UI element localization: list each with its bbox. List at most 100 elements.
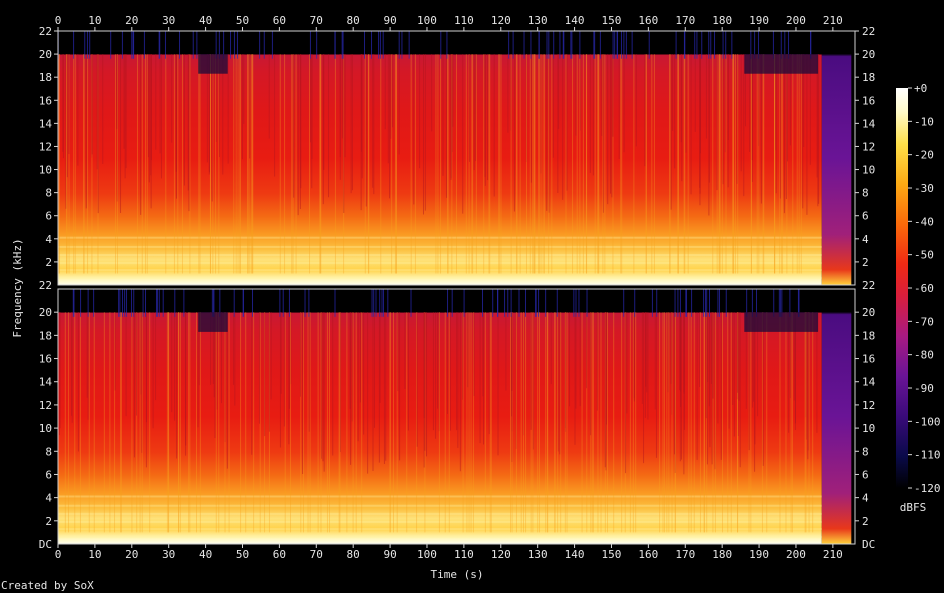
y-tick-label-left: 4 [45,492,52,505]
x-tick-label-bottom: 80 [347,548,360,561]
x-tick-label-top: 0 [55,14,62,27]
x-tick-label-top: 90 [383,14,396,27]
x-tick-label-top: 100 [417,14,437,27]
y-tick-label-left: 12 [39,140,52,153]
y-tick-label-right: 4 [862,492,869,505]
x-tick-label-bottom: 100 [417,548,437,561]
fadeout-region [821,289,852,544]
x-tick-label-top: 160 [638,14,658,27]
y-tick-label-right: 6 [862,468,869,481]
y-tick-label-right: 2 [862,515,869,528]
colorbar-tick-label: -90 [914,382,934,395]
x-tick-label-top: 140 [565,14,585,27]
x-tick-label-top: 200 [786,14,806,27]
harmonic-stripe [58,268,822,271]
x-tick-label-bottom: 60 [273,548,286,561]
colorbar-tick-label: +0 [914,82,927,95]
y-tick-label-left: 8 [45,445,52,458]
y-bottom-label-left: DC [39,538,52,551]
dark-notch [744,54,819,74]
x-tick-label-bottom: 200 [786,548,806,561]
y-tick-label-right: 8 [862,445,869,458]
colorbar: +0 -10 -20 -30 -40 -50 -60 -70 -80 -90 -100 -110 -12… [896,82,941,514]
y-tick-label-left: 6 [45,468,52,481]
y-tick-label-left: 2 [45,515,52,528]
x-tick-label-bottom: 170 [675,548,695,561]
x-tick-label-top: 120 [491,14,511,27]
colorbar-unit-label: dBFS [900,501,927,514]
x-tick-label-bottom: 50 [236,548,249,561]
y-tick-label-right: 12 [862,399,875,412]
y-tick-label-right: 18 [862,71,875,84]
x-axis-top: 0 10 20 30 40 50 60 70 80 90 100 110 120 130 140 150 160… [55,14,843,31]
x-tick-label-top: 20 [125,14,138,27]
harmonic-stripe [58,253,822,256]
y-tick-label-left: 18 [39,329,52,342]
x-tick-label-bottom: 150 [602,548,622,561]
spectrum-body [58,31,822,285]
y-tick-label-left: 10 [39,164,52,177]
x-axis-bottom: 0 10 20 30 40 50 60 70 80 90 100 110 120 130 140 150 160… [55,544,843,561]
harmonic-stripe [58,504,822,507]
harmonic-stripe [58,536,822,539]
y-tick-label-right: 14 [862,117,876,130]
y-tick-label-right: 20 [862,48,875,61]
colorbar-tick-label: -10 [914,115,934,128]
x-tick-label-bottom: 90 [383,548,396,561]
y-axis-label: Frequency (kHz) [11,238,24,337]
dark-notch [198,312,228,332]
x-tick-label-bottom: 110 [454,548,474,561]
footer-credit: Created by SoX [1,579,94,592]
harmonic-stripe [58,527,822,530]
x-tick-label-bottom: 0 [55,548,62,561]
x-tick-label-top: 130 [528,14,548,27]
y-tick-label-right: 10 [862,422,875,435]
x-tick-label-bottom: 30 [162,548,175,561]
y-tick-label-left: 20 [39,48,52,61]
colorbar-tick-label: -50 [914,249,934,262]
fadeout-region [821,31,852,285]
x-tick-label-bottom: 40 [199,548,212,561]
colorbar-tick-label: -100 [914,415,941,428]
x-tick-label-bottom: 140 [565,548,585,561]
y-tick-label-right: 8 [862,187,869,200]
x-tick-label-bottom: 160 [638,548,658,561]
y-bottom-label-right: DC [862,538,875,551]
panel-frame [57,288,856,545]
y-tick-label-right: 16 [862,353,875,366]
y-tick-label-left: 14 [39,376,53,389]
x-tick-label-bottom: 120 [491,548,511,561]
y-bottom-label-right: 22 [862,279,875,292]
x-tick-label-top: 50 [236,14,249,27]
y-tick-label-left: 20 [39,306,52,319]
harmonic-stripe [58,495,822,498]
x-tick-label-top: 210 [823,14,843,27]
x-tick-label-bottom: 130 [528,548,548,561]
harmonic-stripe [58,520,822,523]
x-tick-label-bottom: 20 [125,548,138,561]
x-tick-label-bottom: 70 [310,548,323,561]
y-tick-label-right: 18 [862,329,875,342]
colorbar-gradient-bar [896,88,908,488]
harmonic-stripe [58,262,822,265]
x-tick-label-top: 40 [199,14,212,27]
y-tick-label-left: 10 [39,422,52,435]
colorbar-tick-label: -30 [914,182,934,195]
x-tick-label-bottom: 10 [88,548,101,561]
x-tick-label-top: 110 [454,14,474,27]
y-tick-label-right: 16 [862,94,875,107]
y-tick-label-right: 12 [862,140,875,153]
y-tick-label-left: 18 [39,71,52,84]
spectrogram-panel-channel-2: 2 2 4 4 6 6 8 8 10 10 12 12 14 14 16 16 18 18 20 20 DC DC [39,288,876,551]
colorbar-tick-label: -70 [914,315,934,328]
dark-notch [198,54,228,74]
colorbar-tick-label: -60 [914,282,934,295]
x-tick-label-bottom: 180 [712,548,732,561]
y-tick-label-left: 16 [39,353,52,366]
dark-notch [744,312,819,332]
y-tick-label-left: 16 [39,94,52,107]
x-tick-label-top: 10 [88,14,101,27]
harmonic-stripe [58,245,822,248]
y-bottom-label-left: 22 [39,279,52,292]
